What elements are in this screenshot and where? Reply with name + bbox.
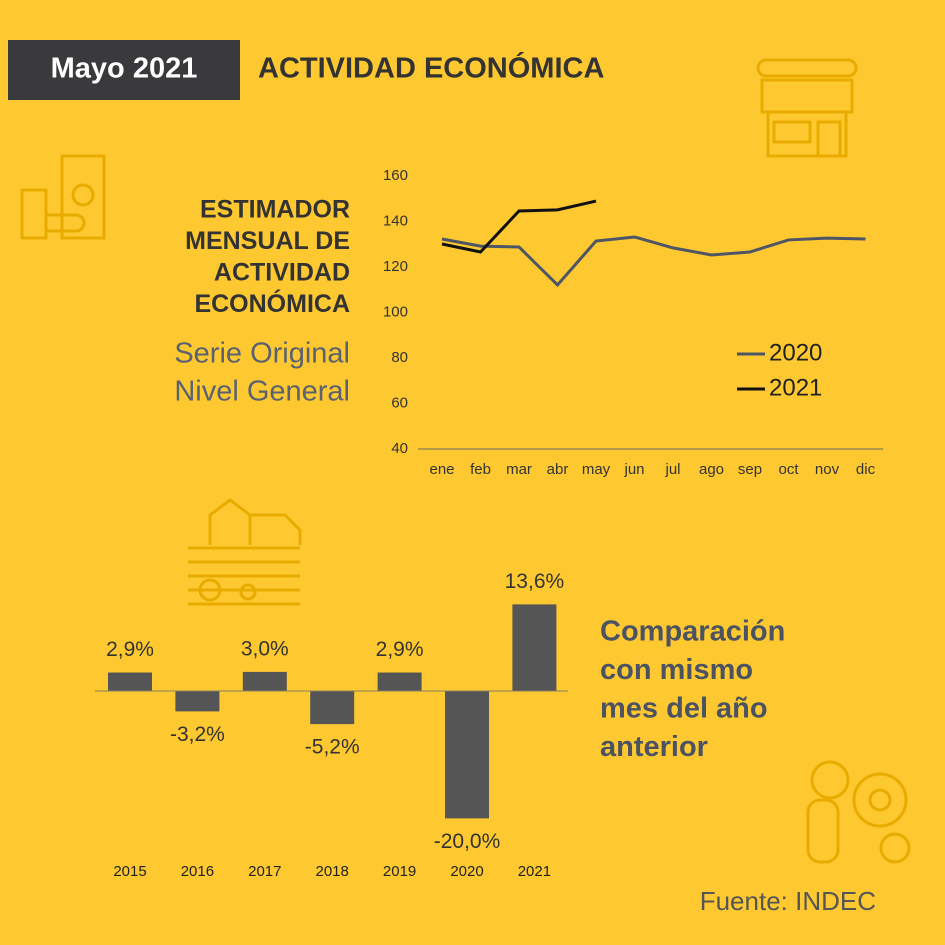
bar bbox=[175, 691, 220, 712]
series-line bbox=[441, 199, 597, 254]
value-label: 2,9% bbox=[106, 638, 154, 661]
x-tick-label: mar bbox=[506, 461, 532, 478]
chart-title: ESTIMADOR bbox=[200, 196, 350, 224]
badge bbox=[8, 40, 240, 100]
source: Fuente: INDEC bbox=[700, 886, 876, 916]
chart-title: ECONÓMICA bbox=[194, 288, 350, 318]
x-tick-label: jul bbox=[664, 461, 680, 478]
x-tick-label: abr bbox=[547, 461, 569, 478]
x-tick-label: sep bbox=[738, 461, 762, 478]
y-tick-label: 120 bbox=[383, 258, 408, 275]
x-tick-label: feb bbox=[470, 461, 491, 478]
bar bbox=[242, 671, 287, 691]
chart-title: Comparación bbox=[600, 616, 785, 648]
badge-text: Mayo 2021 bbox=[51, 53, 198, 85]
x-tick-label: may bbox=[582, 461, 611, 478]
chart-subtitle: Nivel General bbox=[174, 376, 350, 408]
x-tick-label: 2021 bbox=[518, 863, 551, 880]
value-label: -3,2% bbox=[170, 723, 225, 746]
x-tick-label: ene bbox=[429, 461, 454, 478]
gears-icon bbox=[806, 760, 911, 864]
series-line bbox=[441, 235, 866, 288]
x-tick-label: 2017 bbox=[248, 863, 281, 880]
y-tick-label: 40 bbox=[391, 440, 408, 457]
farm-icon bbox=[188, 498, 302, 606]
x-tick-label: nov bbox=[815, 461, 840, 478]
store-icon bbox=[756, 58, 858, 158]
y-tick-label: 80 bbox=[391, 349, 408, 366]
x-tick-label: oct bbox=[778, 461, 799, 478]
chart-title: MENSUAL DE bbox=[185, 227, 350, 255]
x-tick-label: jun bbox=[623, 461, 644, 478]
bar bbox=[445, 691, 489, 819]
legend-label: 2020 bbox=[769, 339, 822, 366]
bar bbox=[310, 691, 355, 725]
x-tick-label: 2019 bbox=[383, 863, 416, 880]
chart-title: anterior bbox=[600, 731, 708, 763]
y-tick-label: 140 bbox=[383, 212, 408, 229]
y-tick-label: 160 bbox=[383, 167, 408, 184]
bar bbox=[108, 672, 152, 691]
chart-subtitle: Serie Original bbox=[174, 338, 350, 370]
bar bbox=[377, 672, 422, 691]
chart-title: mes del año bbox=[600, 693, 768, 725]
x-tick-label: 2015 bbox=[113, 863, 146, 880]
x-tick-label: ago bbox=[699, 461, 724, 478]
x-tick-label: 2016 bbox=[181, 863, 214, 880]
x-tick-label: 2020 bbox=[450, 863, 483, 880]
value-label: 2,9% bbox=[376, 638, 424, 661]
legend-label: 2021 bbox=[769, 374, 822, 401]
page-title: ACTIVIDAD ECONÓMICA bbox=[258, 51, 604, 85]
value-label: -20,0% bbox=[434, 830, 501, 853]
value-label: -5,2% bbox=[305, 736, 360, 759]
y-tick-label: 100 bbox=[383, 303, 408, 320]
chart-title: con mismo bbox=[600, 654, 753, 686]
x-tick-label: 2018 bbox=[316, 863, 349, 880]
y-tick-label: 60 bbox=[391, 394, 408, 411]
x-tick-label: dic bbox=[856, 461, 876, 478]
money-icon bbox=[20, 154, 106, 240]
chart-title: ACTIVIDAD bbox=[214, 259, 350, 287]
bar bbox=[512, 604, 557, 691]
value-label: 13,6% bbox=[505, 570, 565, 593]
value-label: 3,0% bbox=[241, 637, 289, 660]
